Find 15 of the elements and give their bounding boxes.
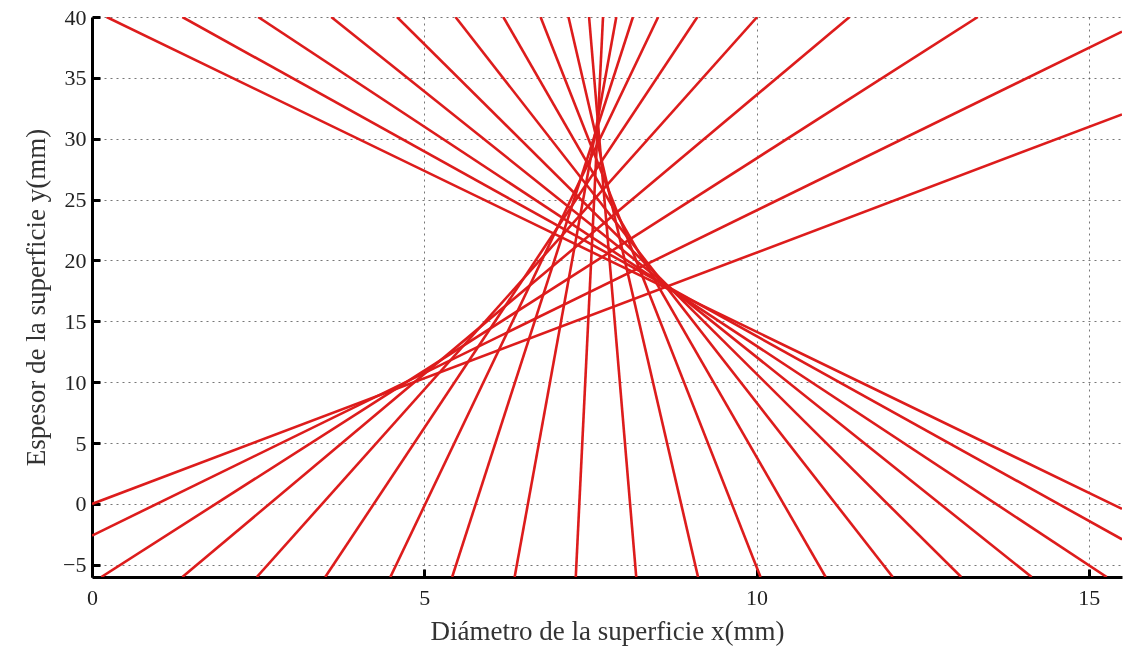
y-tick-label: 10 [64, 369, 87, 395]
y-tick-label: 0 [75, 491, 87, 517]
x-axis-title: Diámetro de la superficie x(mm) [430, 615, 785, 646]
y-tick-label: 30 [64, 126, 87, 152]
x-tick-label: 5 [419, 584, 431, 610]
y-tick-label: 20 [64, 247, 87, 273]
y-tick-label: −5 [63, 552, 87, 578]
x-tick-label: 10 [746, 584, 769, 610]
y-tick-label: 5 [75, 430, 87, 456]
y-tick-label: 40 [64, 4, 87, 30]
y-tick-label: 35 [64, 65, 87, 91]
x-tick-label: 15 [1078, 584, 1101, 610]
y-tick-label: 25 [64, 187, 87, 213]
y-axis-title: Espesor de la superficie y(mm) [21, 128, 52, 467]
y-tick-label: 15 [64, 308, 87, 334]
